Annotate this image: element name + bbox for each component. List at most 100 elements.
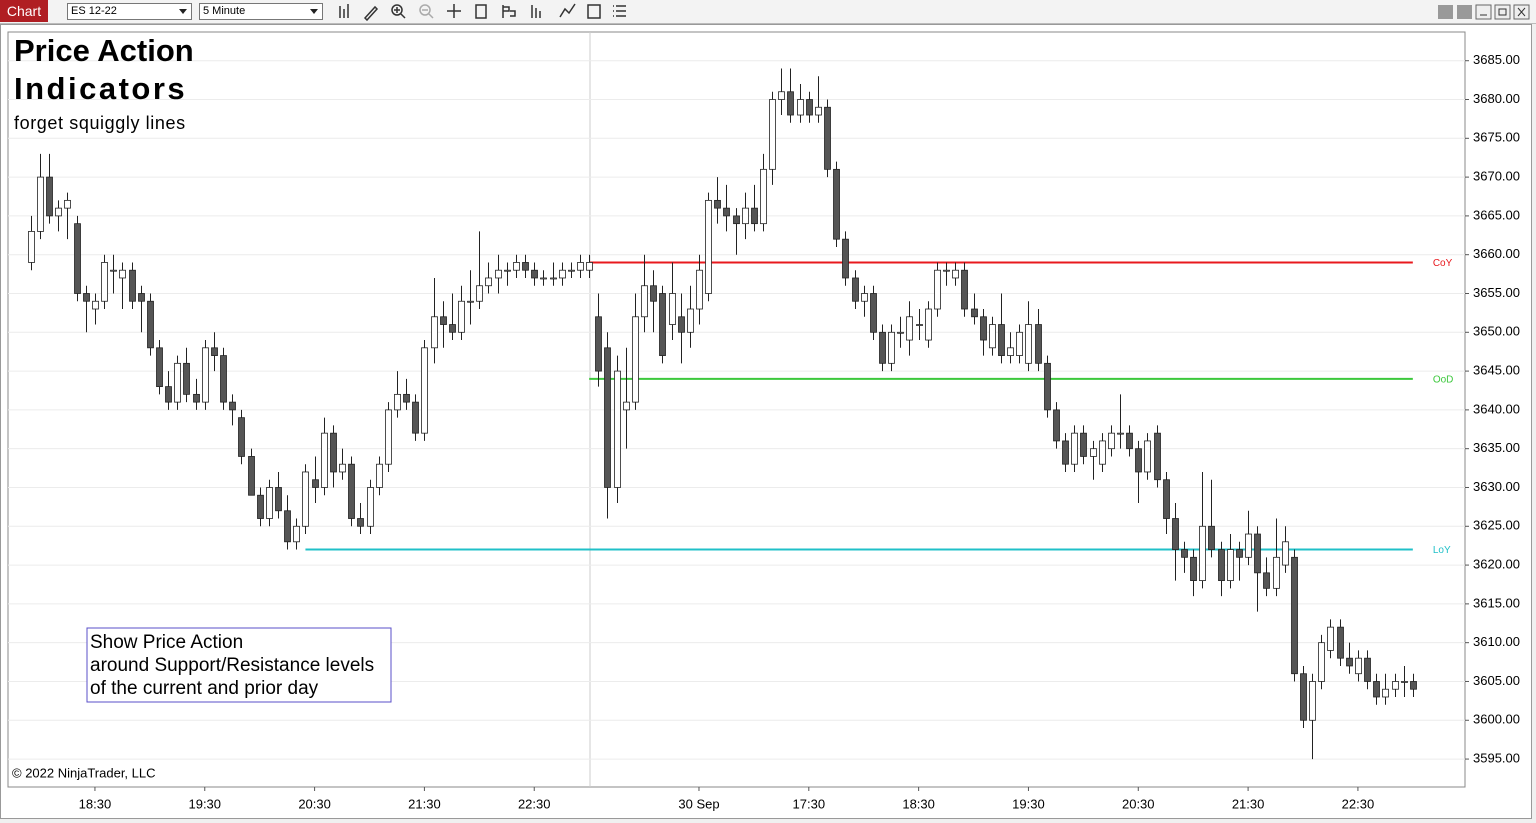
candle-body (119, 269, 126, 279)
window-buttons (1438, 4, 1530, 20)
interval-select[interactable]: 5 Minute (199, 3, 323, 20)
candle-body (1090, 448, 1097, 457)
zoom-in-icon[interactable] (391, 4, 403, 16)
y-tick-label: 3655.00 (1473, 285, 1520, 300)
candle-body (312, 479, 319, 488)
candle-body (357, 518, 364, 527)
candle-body (1254, 533, 1261, 574)
candle-body (174, 362, 181, 403)
candle-body (577, 262, 584, 271)
bars-icon[interactable] (339, 4, 349, 18)
candle-body (1172, 518, 1179, 550)
candle-body (650, 285, 657, 302)
candle-body (1245, 533, 1252, 558)
candle-body (284, 510, 291, 543)
candle-body (595, 316, 602, 372)
y-tick-label: 3615.00 (1473, 595, 1520, 610)
annotation-line: of the current and prior day (90, 678, 319, 699)
candle-body (1025, 324, 1032, 364)
candle-body (275, 487, 282, 512)
candle-body (1181, 549, 1188, 558)
x-tick-label: 22:30 (1342, 796, 1375, 811)
draw-icon[interactable] (363, 5, 379, 21)
btn-a[interactable] (1438, 5, 1453, 19)
candle-body (1135, 448, 1142, 473)
candle-body (641, 285, 648, 318)
annotation-line: Show Price Action (90, 632, 243, 653)
y-tick-label: 3640.00 (1473, 401, 1520, 416)
candle-body (906, 316, 913, 341)
candle-body (623, 401, 630, 411)
crosshair-icon[interactable] (447, 4, 461, 18)
candle-body (321, 432, 328, 488)
minimize[interactable] (1475, 4, 1492, 20)
candle-body (1309, 681, 1316, 721)
candle-body (916, 324, 923, 326)
candle-body (1053, 409, 1060, 442)
candle-body (897, 331, 904, 334)
candle-body (330, 432, 337, 473)
candle-body (1062, 440, 1069, 465)
y-tick-label: 3660.00 (1473, 246, 1520, 261)
x-tick-label: 22:30 (518, 796, 551, 811)
candle-body (705, 199, 712, 294)
candle-body (852, 277, 859, 302)
candle-body (1218, 549, 1225, 581)
candle-body (1080, 432, 1087, 457)
restore[interactable] (1494, 4, 1511, 20)
candle-body (367, 487, 374, 527)
candle-body (751, 207, 758, 225)
candle-body (257, 494, 264, 519)
strategy-icon[interactable] (502, 5, 516, 18)
annotation-line: around Support/Resistance levels (90, 655, 374, 676)
candle-body (1263, 572, 1270, 589)
zoom-out-icon[interactable] (419, 4, 431, 16)
list-icon[interactable] (613, 5, 626, 17)
candle-body (714, 199, 721, 209)
candle-body (669, 293, 676, 325)
candle-body (138, 293, 145, 302)
indicator-icon[interactable] (531, 5, 541, 18)
candle-body (687, 308, 694, 333)
y-tick-label: 3635.00 (1473, 440, 1520, 455)
candle-body (1410, 681, 1417, 690)
template-icon[interactable] (587, 4, 601, 19)
candle-body (211, 347, 218, 356)
y-tick-label: 3680.00 (1473, 91, 1520, 106)
props-icon[interactable] (475, 4, 487, 19)
candle-body (778, 91, 785, 100)
candle-body (339, 463, 346, 473)
candle-body (101, 262, 108, 302)
candle-body (449, 324, 456, 333)
candle-body (1199, 525, 1206, 581)
candle-body (842, 238, 849, 279)
x-tick-label: 17:30 (793, 796, 826, 811)
candle-body (1382, 688, 1389, 698)
candle-body (1392, 681, 1399, 690)
candle-body (92, 300, 99, 310)
candle-body (861, 293, 868, 302)
candle-body (1318, 642, 1325, 682)
candle-body (183, 362, 190, 395)
candle-body (1035, 324, 1042, 364)
candle-body (202, 347, 209, 403)
trend-icon[interactable] (559, 3, 576, 18)
instrument-select[interactable]: ES 12-22 (67, 3, 192, 20)
btn-b[interactable] (1457, 5, 1472, 19)
candle-body (1016, 331, 1023, 356)
candle-body (485, 277, 492, 287)
candle-body (1337, 626, 1344, 659)
y-tick-label: 3620.00 (1473, 557, 1520, 572)
candle-body (28, 231, 35, 263)
candle-body (659, 293, 666, 356)
chart-tab[interactable]: Chart (0, 0, 48, 22)
candle-body (37, 176, 44, 232)
candle-body (879, 331, 886, 364)
candle-body (147, 300, 154, 349)
candle-body (1401, 681, 1408, 683)
y-tick-label: 3625.00 (1473, 518, 1520, 533)
candle-body (540, 277, 547, 280)
candle-body (1044, 362, 1051, 411)
x-tick-label: 20:30 (1122, 796, 1155, 811)
candle-body (870, 293, 877, 333)
